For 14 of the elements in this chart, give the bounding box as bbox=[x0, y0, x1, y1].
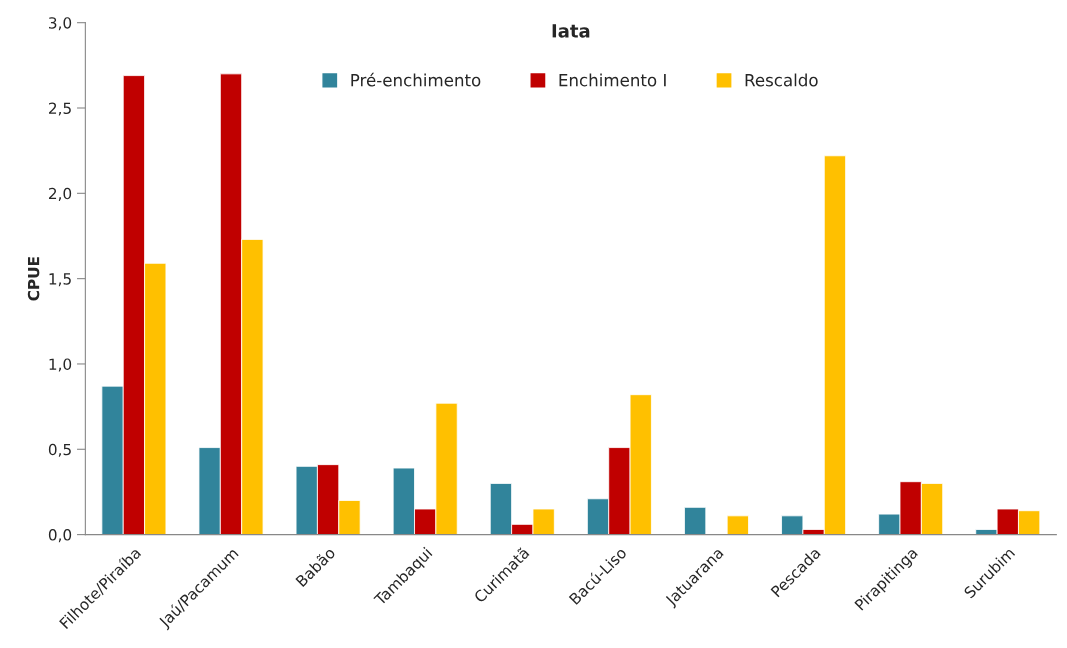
y-tick-label: 2,5 bbox=[48, 102, 71, 116]
legend-label: Pré-enchimento bbox=[351, 72, 481, 87]
y-tick-label: 0,5 bbox=[48, 443, 71, 457]
y-tick-label: 1,0 bbox=[49, 358, 72, 372]
legend-label: Enchimento I bbox=[559, 73, 666, 87]
bar bbox=[726, 515, 749, 535]
bar bbox=[684, 506, 707, 535]
y-tick-label: 2,0 bbox=[48, 187, 72, 201]
legend-label: Rescaldo bbox=[745, 73, 818, 87]
y-tick-label: 3,0 bbox=[49, 17, 72, 31]
chart-title: Iata bbox=[552, 24, 590, 38]
y-tick-label: 1,5 bbox=[49, 273, 71, 287]
y-tick-label: 0,0 bbox=[48, 529, 72, 543]
y-axis-title: CPUE bbox=[27, 257, 40, 301]
